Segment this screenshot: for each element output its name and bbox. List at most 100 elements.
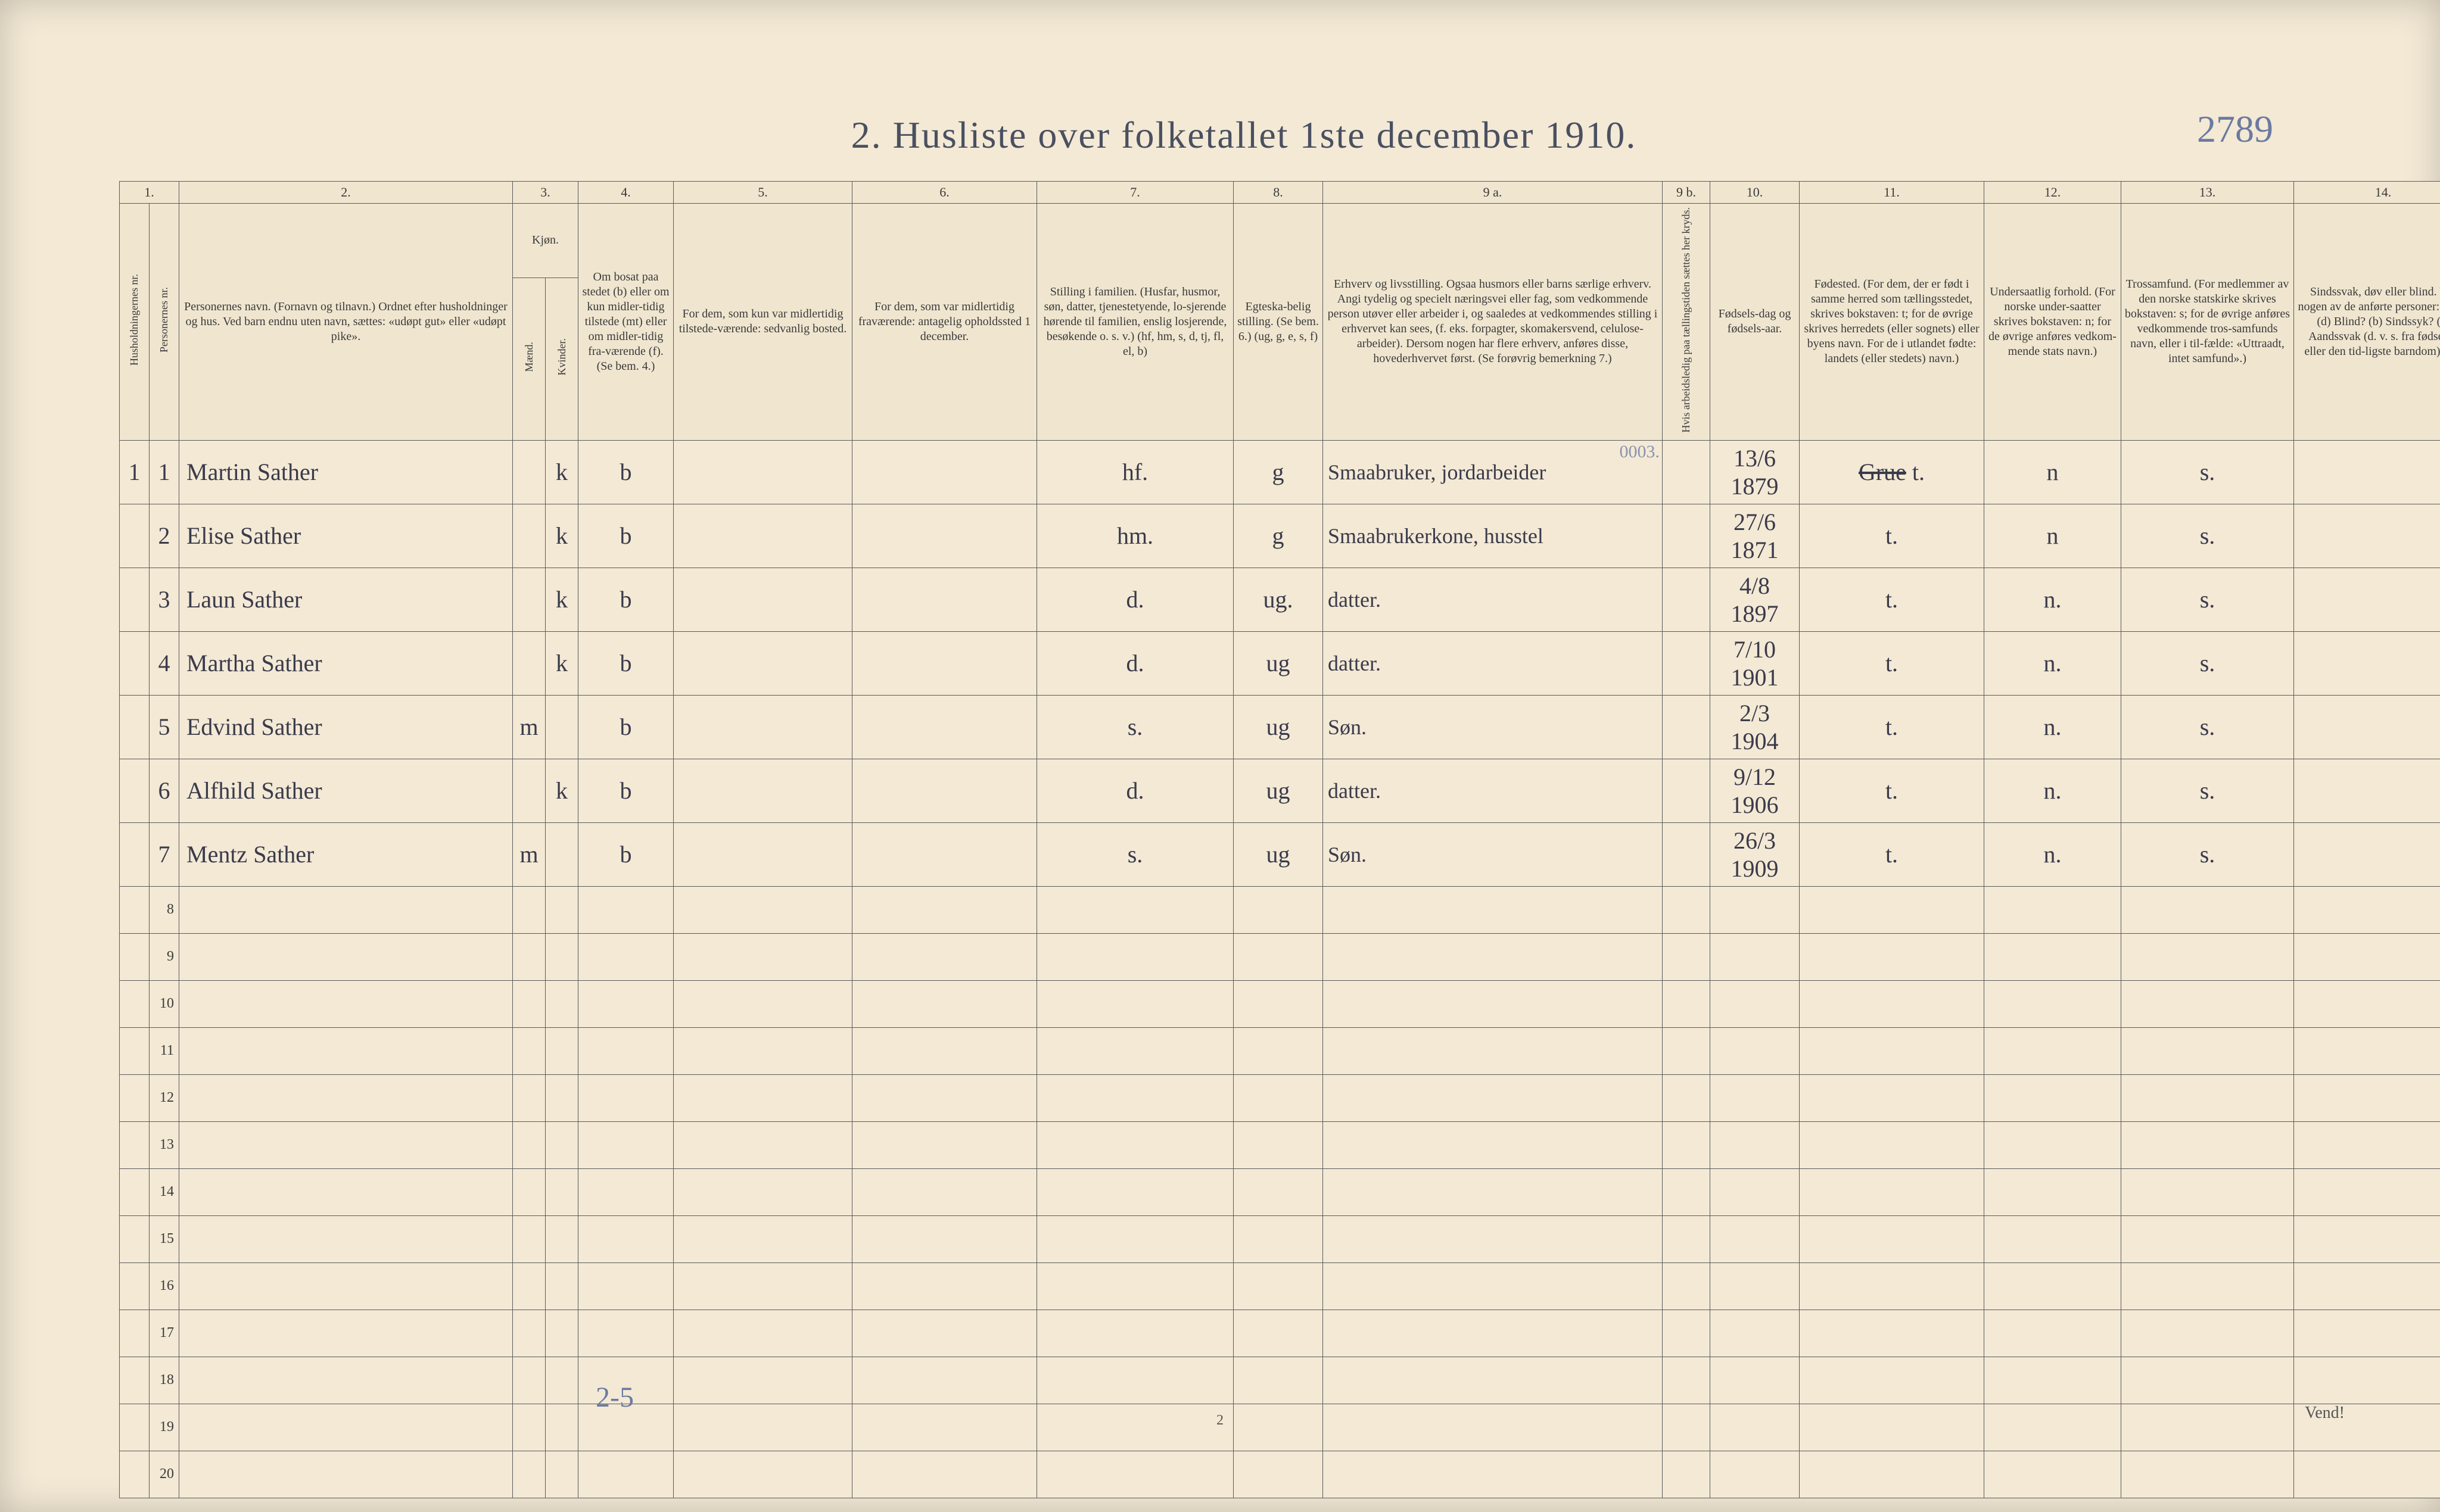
empty-cell [1037,980,1234,1027]
col-num-10: 10. [1710,182,1800,204]
empty-cell [2294,1451,2440,1498]
empty-cell [179,1357,513,1404]
empty-cell [1663,1168,1710,1215]
page-title: 2. Husliste over folketallet 1ste decemb… [119,113,2369,157]
empty-cell [546,1027,578,1074]
empty-cell [2121,1121,2294,1168]
empty-cell [578,933,674,980]
cell-unemployed [1663,504,1710,568]
empty-cell: 15 [150,1215,179,1262]
empty-cell [513,980,546,1027]
empty-cell [1234,886,1323,933]
empty-cell [546,1074,578,1121]
cell-bosat: b [578,822,674,886]
cell-hh [120,568,150,631]
empty-cell [2121,933,2294,980]
cell-birthplace: t. [1800,695,1984,759]
cell-pn: 4 [150,631,179,695]
empty-cell [1234,1074,1323,1121]
col-num-3: 3. [513,182,578,204]
vend-label: Vend! [2305,1404,2345,1423]
empty-cell [1663,1027,1710,1074]
cell-dob: 9/12 1906 [1710,759,1800,822]
empty-cell [1984,1215,2121,1262]
cell-nationality: n [1984,440,2121,504]
empty-cell [546,1168,578,1215]
cell-hh [120,759,150,822]
empty-cell [1037,886,1234,933]
empty-cell [2294,1215,2440,1262]
empty-cell [1984,1027,2121,1074]
empty-cell [120,933,150,980]
empty-cell [1663,1357,1710,1404]
cell-sex-m [513,568,546,631]
empty-cell [2121,1262,2294,1310]
empty-cell [120,1121,150,1168]
col-num-8: 8. [1234,182,1323,204]
cell-c5 [674,695,852,759]
empty-cell [1984,1168,2121,1215]
empty-cell [2294,933,2440,980]
cell-family: d. [1037,631,1234,695]
hdr-unemployed: Hvis arbeidsledig paa tællingstiden sætt… [1663,203,1710,440]
empty-cell [1323,1215,1663,1262]
cell-marital: ug [1234,631,1323,695]
cell-unemployed [1663,568,1710,631]
cell-sex-m: m [513,695,546,759]
empty-cell [674,1262,852,1310]
empty-cell [1710,1027,1800,1074]
empty-cell [1234,1168,1323,1215]
cell-unemployed [1663,440,1710,504]
cell-c5 [674,504,852,568]
hdr-nationality: Undersaatlig forhold. (For norske under-… [1984,203,2121,440]
empty-cell [179,1215,513,1262]
empty-cell: 18 [150,1357,179,1404]
empty-cell [674,1168,852,1215]
empty-cell [120,980,150,1027]
table-row: 5Edvind Sathermbs.ugSøn.2/3 1904t.n.s. [120,695,2440,759]
empty-cell [1800,933,1984,980]
table-row-empty: 8 [120,886,2440,933]
empty-cell [852,980,1037,1027]
empty-cell [1037,1451,1234,1498]
empty-cell [1037,1357,1234,1404]
hdr-birthplace: Fødested. (For dem, der er født i samme … [1800,203,1984,440]
empty-cell [120,1310,150,1357]
table-row-empty: 14 [120,1168,2440,1215]
col-num-1: 1. [120,182,179,204]
cell-religion: s. [2121,440,2294,504]
empty-cell [1710,1215,1800,1262]
table-row: 4Martha Satherkbd.ugdatter.7/10 1901t.n.… [120,631,2440,695]
empty-cell [674,933,852,980]
empty-cell [1037,1262,1234,1310]
cell-nationality: n. [1984,695,2121,759]
table-row-empty: 17 [120,1310,2440,1357]
empty-cell [1323,1310,1663,1357]
cell-sex-m [513,631,546,695]
table-header: 1. 2. 3. 4. 5. 6. 7. 8. 9 a. 9 b. 10. 11… [120,182,2440,441]
empty-cell [1234,1357,1323,1404]
cell-occupation-text: datter. [1328,651,1381,675]
empty-cell [1710,886,1800,933]
empty-cell [179,1310,513,1357]
handwritten-bottom: 2-5 [596,1381,634,1414]
empty-cell [2121,1027,2294,1074]
empty-cell [1323,886,1663,933]
cell-name: Edvind Sather [179,695,513,759]
empty-cell [179,933,513,980]
empty-cell [578,1262,674,1310]
cell-birthplace: t. [1800,822,1984,886]
cell-dob: 27/6 1871 [1710,504,1800,568]
cell-name: Mentz Sather [179,822,513,886]
empty-cell [1800,886,1984,933]
cell-occupation-text: Smaabruker, jordarbeider [1328,460,1546,484]
empty-cell [179,1451,513,1498]
empty-cell: 17 [150,1310,179,1357]
cell-unemployed [1663,822,1710,886]
empty-cell [1984,933,2121,980]
empty-cell [1984,1121,2121,1168]
cell-marital: ug [1234,695,1323,759]
empty-cell [1800,1262,1984,1310]
cell-occupation: datter. [1323,759,1663,822]
empty-cell [674,980,852,1027]
